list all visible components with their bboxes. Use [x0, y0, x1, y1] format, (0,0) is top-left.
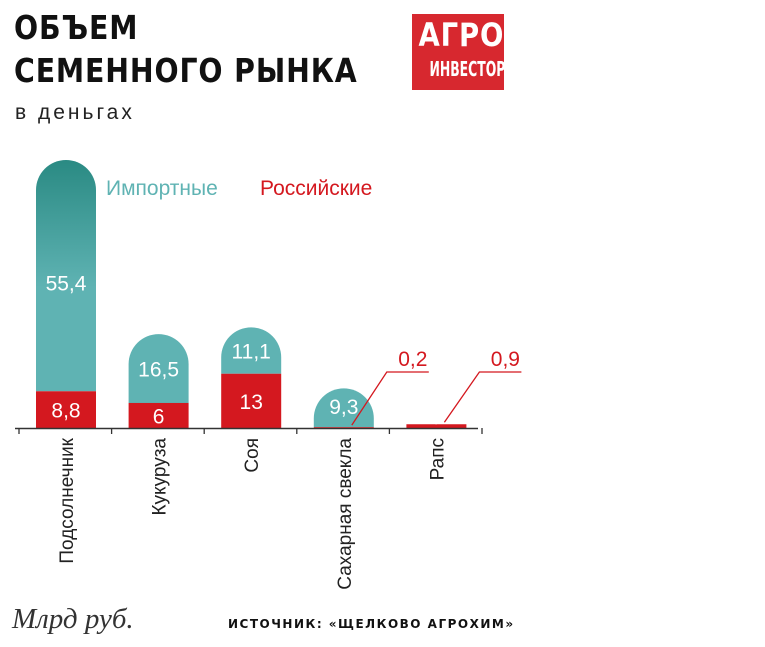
- category-label-3: Сахарная свекла: [335, 438, 356, 590]
- chart-title-line-1: ОБЪЕМ: [14, 8, 139, 47]
- data-label-imported-4: 4,1: [422, 404, 451, 427]
- category-label-1: Кукуруза: [150, 438, 171, 516]
- bar-imported-1: [128, 334, 189, 403]
- category-label-2: Соя: [242, 438, 263, 473]
- legend-russian: Российские: [260, 177, 372, 200]
- data-label-russian-4: 0,9: [491, 348, 520, 371]
- data-label-imported-0: 55,4: [46, 273, 87, 296]
- data-label-russian-0: 8,8: [51, 400, 80, 423]
- data-label-russian-2: 13: [240, 391, 263, 414]
- source-note: ИСТОЧНИК: «ЩЕЛКОВО АГРОХИМ»: [228, 617, 515, 631]
- data-label-russian-1: 6: [153, 405, 165, 428]
- agroinvestor-logo: АГРО ИНВЕСТОР: [412, 14, 504, 90]
- category-label-0: Подсолнечник: [57, 437, 78, 563]
- unit-label: Млрд руб.: [12, 603, 134, 635]
- chart-subtitle: в деньгах: [15, 101, 135, 124]
- callout-line-russian-3: [351, 371, 429, 426]
- legend-imported: Импортные: [106, 177, 218, 200]
- callout-line-russian-4: [443, 371, 522, 423]
- bar-russian-3: [313, 427, 374, 428]
- bar-imported-0: [36, 160, 96, 392]
- data-label-imported-1: 16,5: [138, 359, 179, 382]
- logo-line-1: АГРО: [418, 16, 504, 54]
- bar-russian-1: [128, 402, 189, 428]
- data-label-imported-2: 11,1: [232, 341, 271, 364]
- category-label-4: Рапс: [427, 438, 448, 480]
- bar-russian-2: [221, 373, 282, 428]
- bar-imported-2: [221, 327, 282, 374]
- chart-title: ОБЪЕМ СЕМЕННОГО РЫНКА: [14, 6, 358, 92]
- data-label-russian-3: 0,2: [398, 348, 427, 371]
- chart-title-line-2: СЕМЕННОГО РЫНКА: [14, 51, 358, 90]
- data-label-imported-3: 9,3: [329, 396, 358, 419]
- bar-imported-3: [313, 388, 374, 428]
- bar-russian-4: [406, 424, 467, 428]
- bar-russian-0: [36, 391, 96, 428]
